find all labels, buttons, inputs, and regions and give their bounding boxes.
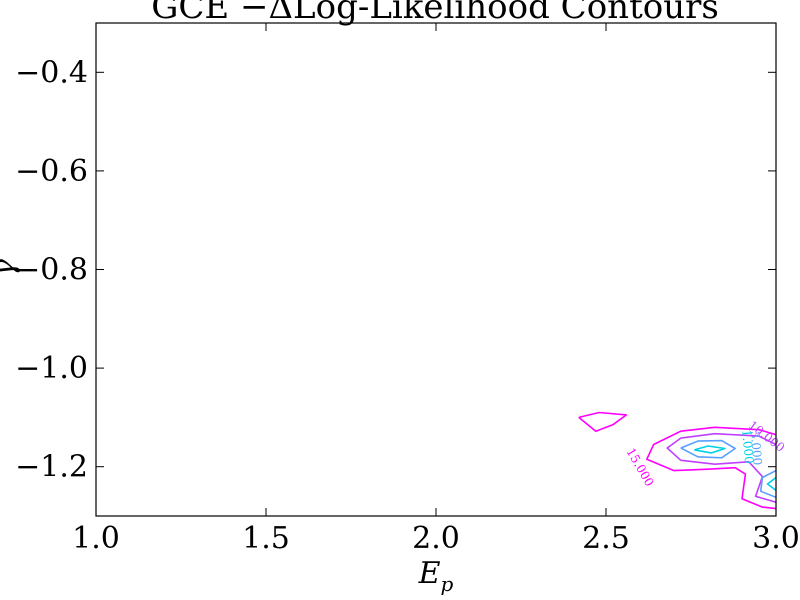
x-tick-label: 3.0: [752, 521, 800, 556]
y-tick-label: −0.4: [15, 55, 88, 90]
contour-line-1-000: [766, 476, 776, 492]
contour-level-label: 3.000: [748, 430, 765, 465]
contour-line-15-000: [578, 411, 628, 433]
plot-frame: [95, 22, 777, 517]
x-tick-label: 2.0: [412, 521, 460, 556]
y-tick-label: −1.0: [15, 351, 88, 386]
contour-line-1-000: [694, 445, 726, 454]
x-axis-ticks: 1.0 1.5 2.0 2.5 3.0: [72, 23, 800, 556]
x-axis-label: Ep: [418, 556, 454, 596]
contour-line-3-000: [759, 469, 776, 499]
contour-lines: [578, 411, 776, 510]
y-tick-label: −0.6: [15, 154, 88, 189]
y-axis-label: γ: [0, 259, 22, 277]
x-tick-label: 1.5: [242, 521, 290, 556]
x-tick-label: 2.5: [582, 521, 630, 556]
contour-line-10-000: [666, 432, 776, 503]
y-tick-label: −1.2: [15, 450, 88, 485]
y-tick-label: −0.8: [15, 253, 88, 288]
contour-level-label: 1.000: [739, 429, 756, 464]
contour-level-label: 15.000: [624, 445, 657, 488]
x-tick-label: 1.0: [72, 521, 120, 556]
y-axis-ticks: −0.4 −0.6 −0.8 −1.0 −1.2: [15, 55, 776, 485]
contour-line-15-000: [645, 426, 776, 510]
contour-line-3-000: [680, 439, 737, 459]
